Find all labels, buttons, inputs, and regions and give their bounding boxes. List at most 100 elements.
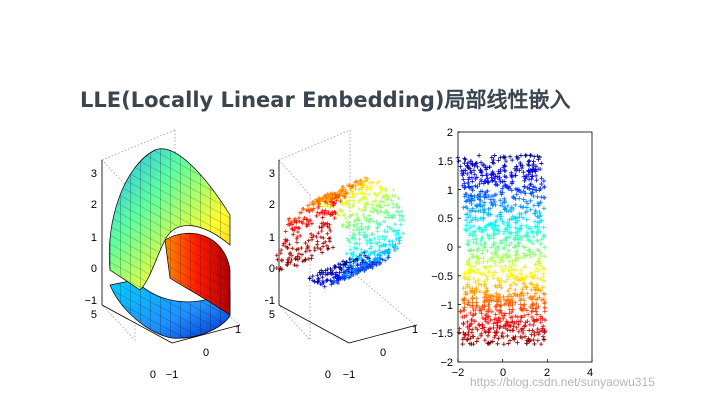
scatter-point xyxy=(467,233,472,238)
scatter-point xyxy=(482,245,487,250)
scatter-point xyxy=(352,218,357,223)
scatter-point xyxy=(309,232,314,237)
scatter-point xyxy=(462,276,468,281)
scatter-point xyxy=(463,217,469,223)
scatter-point xyxy=(528,254,534,260)
scatter-point xyxy=(513,168,519,174)
scatter-point xyxy=(382,237,387,242)
scatter-point xyxy=(470,313,476,318)
scatter-point xyxy=(356,255,361,260)
scatter-point xyxy=(485,276,490,282)
scatter-point xyxy=(391,205,396,210)
swiss-roll-surface-plot: 3 2 1 0 −1 5 0 −1 0 1 xyxy=(80,120,250,390)
scatter-point xyxy=(323,239,328,244)
scatter-point xyxy=(493,192,499,197)
scatter-point xyxy=(478,242,484,247)
scatter-point xyxy=(503,242,509,247)
scatter-point xyxy=(465,282,470,287)
scatter-point xyxy=(507,323,512,328)
scatter-point xyxy=(541,278,547,283)
scatter-point xyxy=(472,163,477,169)
scatter-point xyxy=(370,264,375,269)
scatter-point xyxy=(522,334,528,339)
scatter-point xyxy=(519,315,524,320)
scatter-point xyxy=(534,188,539,193)
scatter-point xyxy=(341,190,346,195)
scatter-point xyxy=(359,227,364,232)
scatter-point xyxy=(399,209,404,214)
scatter-point xyxy=(523,153,528,158)
scatter-point xyxy=(528,281,533,286)
scatter-point xyxy=(365,176,370,181)
scatter-point xyxy=(360,260,365,265)
scatter-point xyxy=(466,277,471,282)
scatter-point xyxy=(519,277,524,282)
scatter-point xyxy=(370,232,375,237)
scatter-point xyxy=(524,308,530,313)
scatter-point xyxy=(510,335,516,340)
scatter-point xyxy=(520,163,525,169)
scatter-point xyxy=(536,287,541,292)
scatter-point xyxy=(366,213,371,218)
scatter-point xyxy=(525,319,530,324)
scatter-point xyxy=(356,199,361,204)
scatter-point xyxy=(321,270,326,275)
scatter-point xyxy=(367,237,372,242)
scatter-point xyxy=(459,168,464,174)
scatter-point xyxy=(494,330,500,335)
scatter-point xyxy=(485,259,490,264)
scatter-point xyxy=(520,215,526,221)
scatter-point xyxy=(501,296,507,302)
scatter-point xyxy=(501,221,507,227)
scatter-point xyxy=(463,292,468,297)
scatter-point xyxy=(513,287,518,293)
scatter-point xyxy=(507,286,513,291)
scatter-point xyxy=(542,253,548,259)
scatter-point xyxy=(507,338,513,343)
scatter-point xyxy=(539,176,544,181)
scatter-point xyxy=(307,248,312,253)
scatter-point xyxy=(374,203,379,208)
scatter-point xyxy=(347,224,352,229)
scatter-point xyxy=(518,319,523,324)
scatter-point xyxy=(516,240,522,246)
scatter-point xyxy=(320,215,325,220)
scatter-point xyxy=(380,250,385,255)
scatter-point xyxy=(376,234,381,239)
scatter-point xyxy=(307,275,312,280)
scatter-point xyxy=(464,284,470,290)
scatter-point xyxy=(533,269,538,274)
scatter-point xyxy=(480,248,486,253)
scatter-point xyxy=(503,158,509,164)
scatter-point xyxy=(501,179,507,184)
scatter-point xyxy=(274,253,279,258)
scatter-point xyxy=(302,258,307,263)
scatter-point xyxy=(476,226,481,231)
scatter-point xyxy=(374,208,379,213)
scatter-point xyxy=(536,304,541,309)
scatter-point xyxy=(362,269,367,274)
scatter-point xyxy=(493,304,498,309)
scatter-point xyxy=(466,225,472,231)
scatter-point xyxy=(518,237,524,243)
scatter-point xyxy=(513,186,519,192)
scatter-point xyxy=(380,195,385,200)
scatter-point xyxy=(332,215,337,220)
scatter-point xyxy=(474,296,479,301)
x-tick-label: 0 xyxy=(380,347,386,359)
scatter-point xyxy=(540,323,546,329)
scatter-point xyxy=(311,206,316,211)
scatter-point xyxy=(523,284,529,290)
scatter-point xyxy=(486,341,492,347)
y-tick-label: 0 xyxy=(150,369,156,381)
scatter-point xyxy=(296,251,301,256)
scatter-point xyxy=(390,213,395,218)
scatter-point xyxy=(516,278,521,283)
scatter-point xyxy=(393,242,398,247)
scatter-point xyxy=(503,238,509,243)
scatter-point xyxy=(283,229,288,234)
scatter-point xyxy=(463,168,468,173)
z-tick-label: 0 xyxy=(91,263,97,275)
scatter-point xyxy=(504,319,509,324)
scatter-point xyxy=(465,319,470,325)
